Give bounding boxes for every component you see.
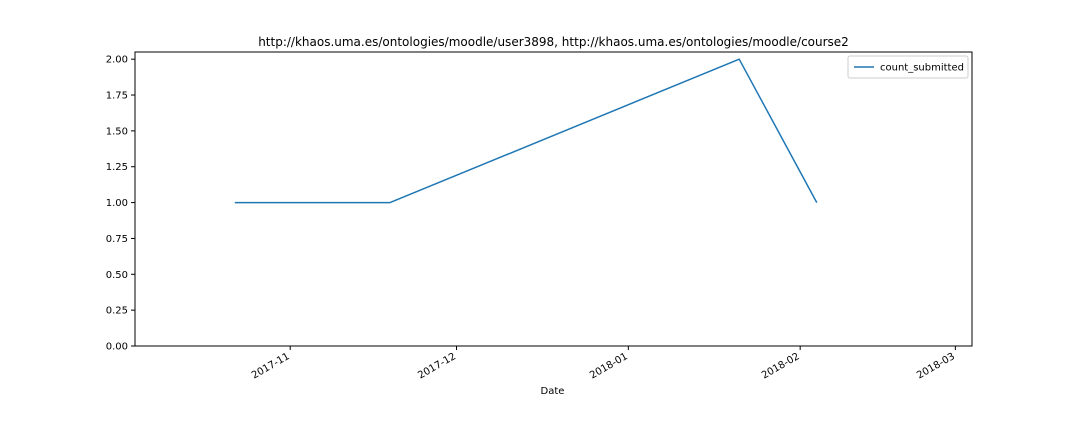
y-axis: 0.00 0.25 0.50 0.75 1.00 1.25 1.50 1.75 2.00: [106, 55, 135, 353]
y-tick-label: 1.25: [106, 162, 128, 173]
x-tick-label: 2018-03: [915, 351, 957, 381]
legend-label-count-submitted: count_submitted: [880, 63, 964, 74]
y-tick-label: 1.75: [106, 91, 128, 102]
plot-frame: [134, 51, 973, 347]
y-tick-label: 2.00: [106, 55, 128, 66]
y-tick-label: 0.00: [106, 342, 128, 353]
x-axis: 2017-11 2017-12 2018-01 2018-02 2018-03: [250, 346, 957, 381]
x-tick-label: 2018-01: [588, 351, 630, 381]
x-tick-label: 2017-12: [416, 351, 458, 381]
x-tick-label: 2018-02: [760, 351, 802, 381]
y-tick-label: 1.50: [106, 126, 128, 137]
chart-title: http://khaos.uma.es/ontologies/moodle/us…: [258, 35, 849, 49]
plot-area: 0.00 0.25 0.50 0.75 1.00 1.25 1.50 1.75 2.00 201…: [106, 51, 973, 381]
x-tick-label: 2017-11: [250, 351, 292, 381]
x-axis-label: Date: [541, 386, 565, 397]
y-tick-label: 0.25: [106, 306, 128, 317]
y-tick-label: 1.00: [106, 198, 128, 209]
legend: count_submitted: [847, 55, 969, 79]
y-tick-label: 0.75: [106, 234, 128, 245]
series-line-count-submitted: [234, 58, 818, 204]
legend-box: [847, 55, 969, 79]
series-layer: [234, 58, 818, 204]
y-tick-label: 0.50: [106, 270, 128, 281]
